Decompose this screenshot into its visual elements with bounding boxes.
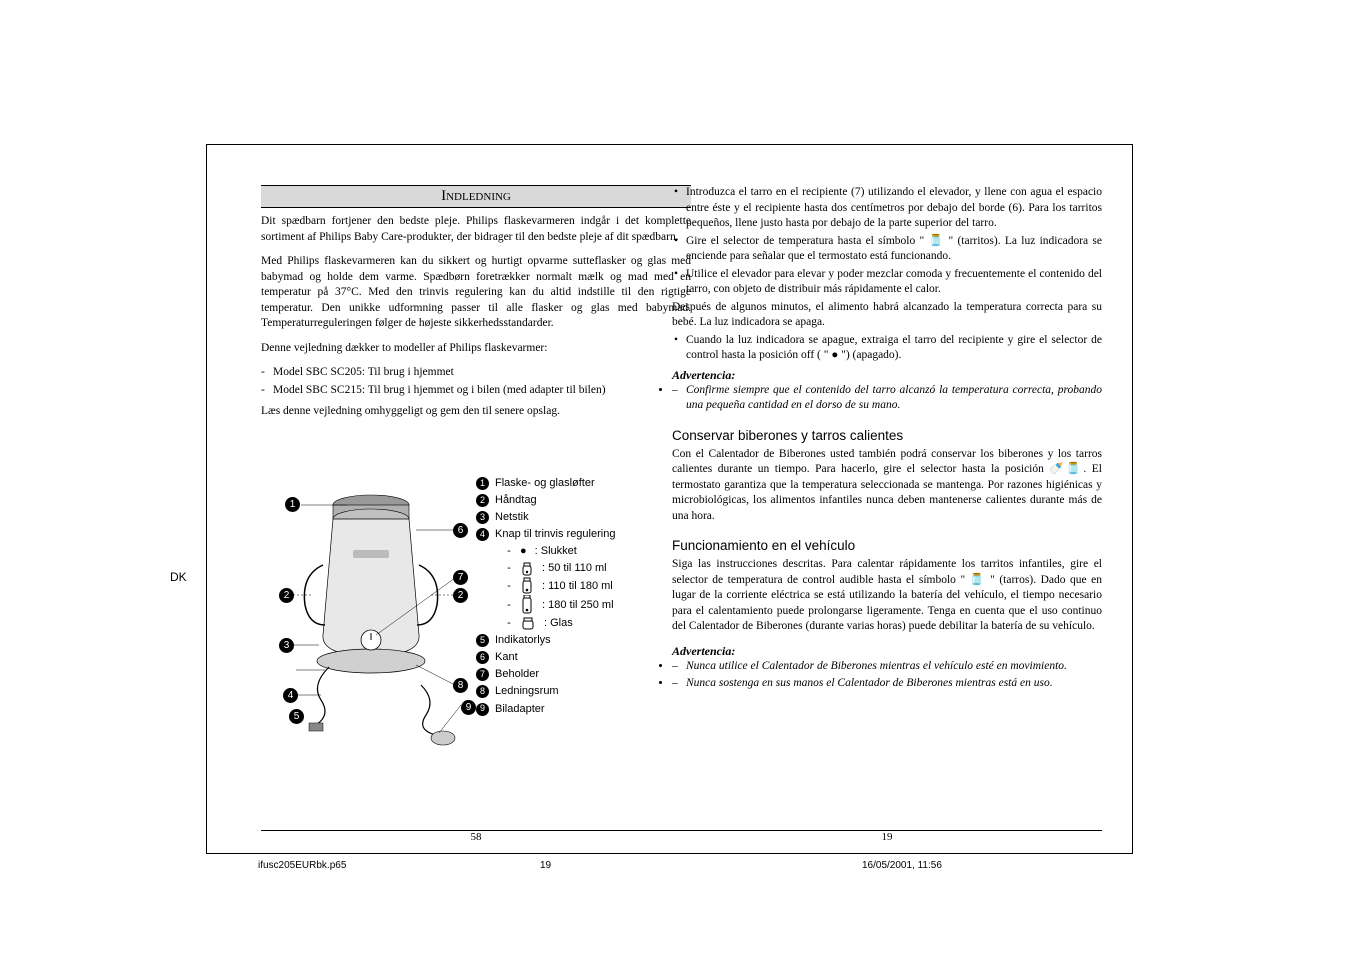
intro-paragraph-2: Med Philips flaskevarmeren kan du sikker…	[261, 254, 691, 332]
step-item: Cuando la luz indicadora se apague, extr…	[672, 333, 1102, 364]
callout-7: 7	[453, 570, 468, 585]
warning-heading: Advertencia:	[672, 368, 1102, 383]
legend-item: Biladapter	[495, 701, 545, 718]
warning-list-2: Nunca utilice el Calentador de Biberones…	[672, 659, 1102, 692]
warning-item: Confirme siempre que el contenido del ta…	[672, 383, 1102, 414]
manual-spread: Indledning Dit spædbarn fortjener den be…	[206, 144, 1133, 854]
intro-paragraph-1: Dit spædbarn fortjener den bedste pleje.…	[261, 214, 691, 245]
setting: : 180 til 250 ml	[542, 597, 614, 614]
jar-icon	[521, 617, 535, 631]
warning-item: Nunca sostenga en sus manos el Calentado…	[672, 676, 1102, 692]
model-item: Model SBC SC205: Til brug i hjemmet	[261, 365, 691, 381]
setting: : 110 til 180 ml	[542, 578, 613, 595]
callout-2: 2	[279, 588, 294, 603]
page-number-right: 19	[672, 822, 1102, 843]
legend-item: Knap til trinvis regulering	[495, 526, 615, 543]
legend-item: Beholder	[495, 666, 539, 683]
result-paragraph: Después de algunos minutos, el alimento …	[672, 300, 1102, 331]
callout-5: 5	[289, 709, 304, 724]
bottle-small-icon	[521, 561, 533, 577]
product-diagram: 1 6 7 2 2 3 4 5 8 9 1Flaske- og glasløft…	[261, 475, 691, 765]
legend-item: Håndtag	[495, 492, 537, 509]
page-left: Indledning Dit spædbarn fortjener den be…	[261, 185, 691, 429]
footer-datetime: 16/05/2001, 11:56	[862, 860, 942, 871]
callout-3: 3	[279, 638, 294, 653]
callout-2b: 2	[453, 588, 468, 603]
callout-9: 9	[461, 700, 476, 715]
footer-page: 19	[540, 860, 551, 871]
section-heading: Indledning	[261, 185, 691, 208]
warning-item: Nunca utilice el Calentador de Biberones…	[672, 659, 1102, 675]
setting: : Glas	[544, 615, 573, 632]
footer-filename: ifusc205EURbk.p65	[258, 860, 346, 871]
models-intro: Denne vejledning dækker to modeller af P…	[261, 341, 691, 357]
bottle-large-icon	[521, 595, 533, 615]
page-right: Introduzca el tarro en el recipiente (7)…	[672, 185, 1102, 694]
legend-item: Flaske- og glasløfter	[495, 475, 595, 492]
warning-list-1: Confirme siempre que el contenido del ta…	[672, 383, 1102, 414]
page-number-left: 58	[261, 822, 691, 843]
callout-4: 4	[283, 688, 298, 703]
read-note: Læs denne vejledning omhyggeligt og gem …	[261, 404, 691, 420]
steps-list-1: Introduzca el tarro en el recipiente (7)…	[672, 185, 1102, 298]
legend-item: Ledningsrum	[495, 683, 559, 700]
setting: : Slukket	[535, 543, 577, 560]
legend: 1Flaske- og glasløfter 2Håndtag 3Netstik…	[476, 475, 615, 718]
step-item: Utilice el elevador para elevar y poder …	[672, 267, 1102, 298]
model-item: Model SBC SC215: Til brug i hjemmet og i…	[261, 383, 691, 399]
legend-item: Netstik	[495, 509, 529, 526]
callout-6: 6	[453, 523, 468, 538]
side-tab: DK	[170, 570, 187, 584]
step-item: Gire el selector de temperatura hasta el…	[672, 234, 1102, 265]
callout-8: 8	[453, 678, 468, 693]
legend-item: Indikatorlys	[495, 632, 551, 649]
warning-heading-2: Advertencia:	[672, 644, 1102, 659]
legend-item: Kant	[495, 649, 518, 666]
setting: : 50 til 110 ml	[542, 560, 607, 577]
vehicle-paragraph: Siga las instrucciones descritas. Para c…	[672, 557, 1102, 635]
subheading-keep-warm: Conservar biberones y tarros calientes	[672, 428, 1102, 443]
off-dot-icon: ●	[520, 543, 527, 560]
callout-1: 1	[285, 497, 300, 512]
step-item: Introduzca el tarro en el recipiente (7)…	[672, 185, 1102, 232]
subheading-vehicle: Funcionamiento en el vehículo	[672, 538, 1102, 553]
keep-warm-paragraph: Con el Calentador de Biberones usted tam…	[672, 447, 1102, 525]
model-list: Model SBC SC205: Til brug i hjemmet Mode…	[261, 365, 691, 398]
bottle-med-icon	[521, 577, 533, 595]
steps-list-2: Cuando la luz indicadora se apague, extr…	[672, 333, 1102, 364]
